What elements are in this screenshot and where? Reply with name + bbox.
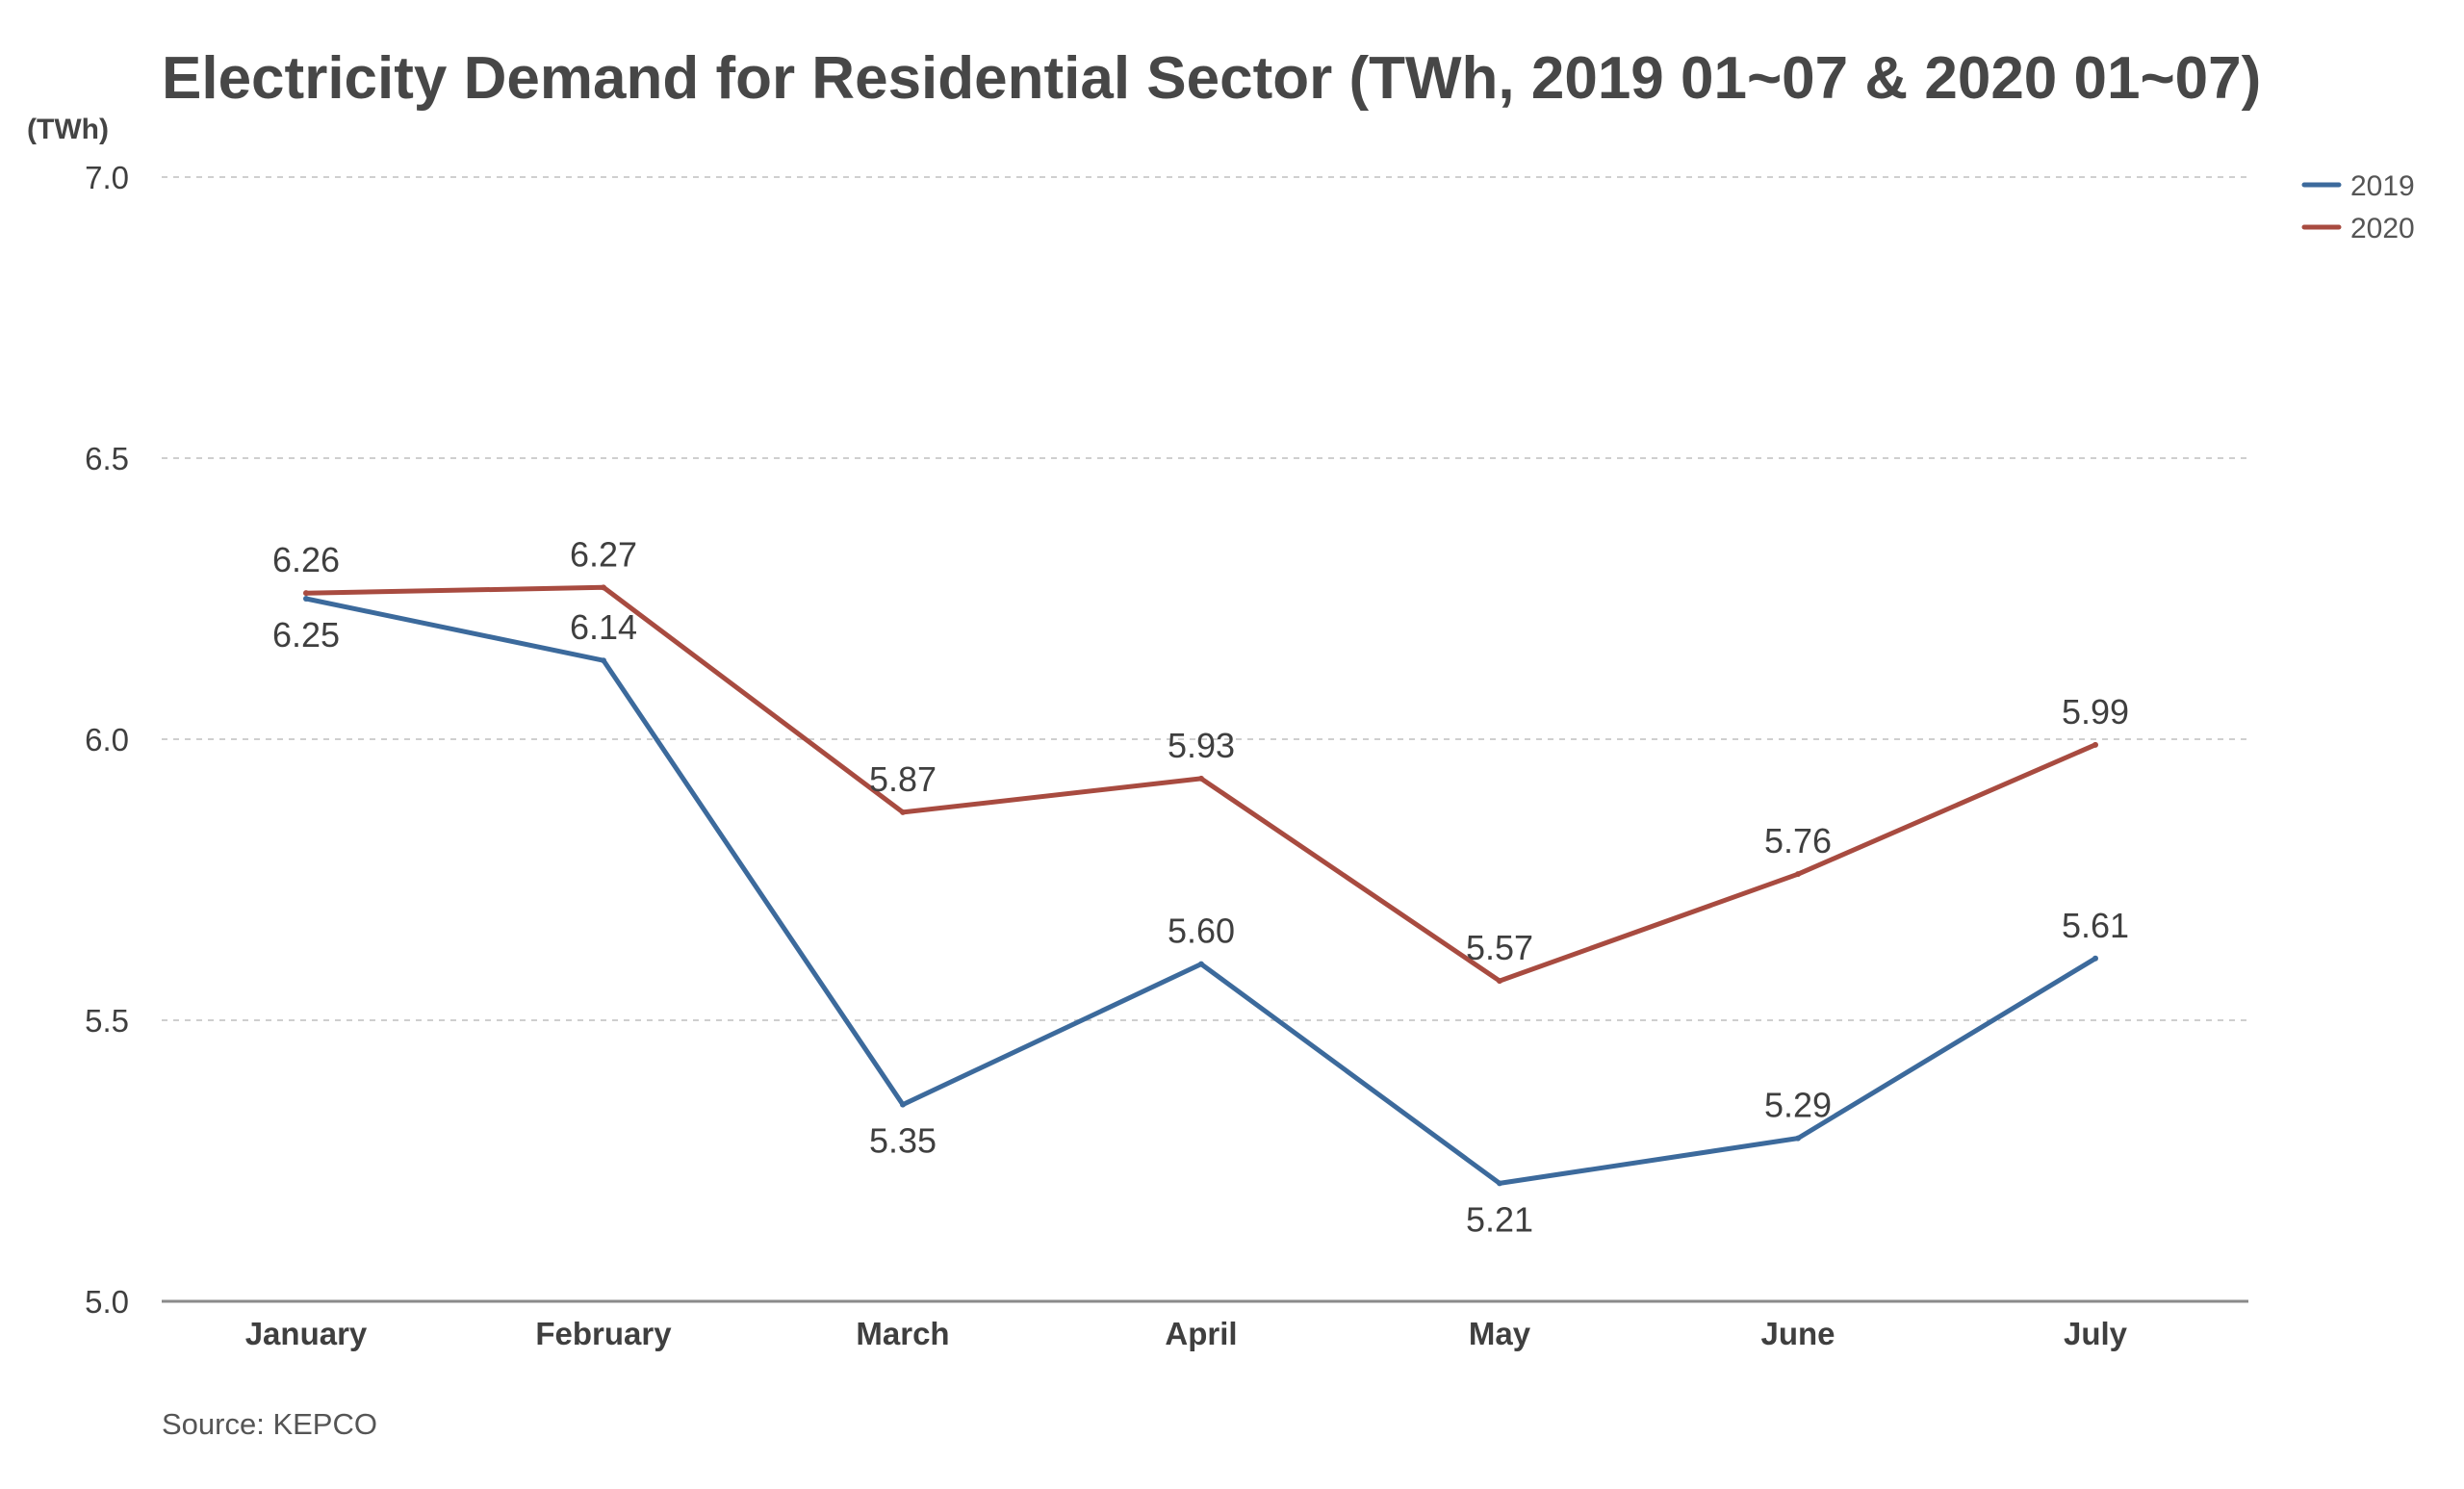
legend: 2019 2020 — [2301, 170, 2415, 244]
data-point-2020 — [2092, 741, 2098, 748]
data-point-2020 — [1795, 871, 1801, 878]
data-label-2020: 5.76 — [1764, 821, 1832, 860]
x-tick-label: July — [2064, 1316, 2128, 1351]
legend-label-2020: 2020 — [2350, 213, 2415, 244]
data-point-2019 — [1198, 961, 1204, 967]
y-unit-label: (TWh) — [27, 114, 109, 145]
x-tick-label: June — [1760, 1316, 1835, 1351]
data-label-2020: 6.27 — [570, 534, 637, 574]
data-point-2019 — [2092, 955, 2098, 962]
data-point-2019 — [601, 657, 606, 664]
y-axis-ticks: 5.0 5.5 6.0 6.5 7.0 — [85, 160, 129, 1320]
data-label-2019: 6.14 — [570, 607, 637, 647]
source-note: Source: KEPCO — [162, 1407, 377, 1441]
y-tick-label: 5.5 — [85, 1003, 129, 1039]
y-tick-label: 7.0 — [85, 160, 129, 195]
data-label-2019: 5.29 — [1764, 1086, 1832, 1125]
legend-label-2019: 2019 — [2350, 170, 2415, 202]
data-point-2020 — [1198, 775, 1204, 782]
data-point-2020 — [900, 809, 906, 815]
y-tick-label: 6.0 — [85, 722, 129, 757]
x-tick-label: January — [245, 1316, 368, 1351]
data-point-2020 — [601, 584, 606, 591]
data-label-2020: 5.57 — [1466, 928, 1533, 967]
x-tick-label: April — [1165, 1316, 1237, 1351]
data-label-2019: 5.61 — [2062, 906, 2129, 945]
data-label-2020: 5.99 — [2062, 692, 2129, 732]
data-label-2019: 5.35 — [869, 1121, 937, 1161]
series — [303, 584, 2098, 1187]
data-label-2020: 5.93 — [1168, 726, 1235, 765]
data-point-2019 — [900, 1101, 906, 1108]
data-labels: 6.26 6.25 6.27 6.14 5.87 5.35 5.93 5.60 5.57 5.21… — [272, 534, 2129, 1239]
data-point-2020 — [303, 590, 309, 597]
data-label-2019: 6.25 — [272, 615, 340, 655]
x-axis-ticks: January February March April May June July — [245, 1316, 2128, 1351]
data-label-2019: 5.21 — [1466, 1199, 1533, 1239]
data-label-2020: 6.26 — [272, 540, 340, 579]
y-tick-label: 5.0 — [85, 1284, 129, 1320]
x-tick-label: February — [535, 1316, 672, 1351]
chart-title: Electricity Demand for Residential Secto… — [162, 45, 2261, 112]
data-point-2019 — [303, 596, 309, 602]
data-point-2019 — [1795, 1135, 1801, 1142]
data-point-2019 — [1497, 1180, 1502, 1187]
data-label-2020: 5.87 — [869, 759, 937, 799]
data-label-2019: 5.60 — [1168, 911, 1235, 951]
data-point-2020 — [1497, 978, 1502, 985]
x-tick-label: March — [856, 1316, 949, 1351]
x-tick-label: May — [1469, 1316, 1531, 1351]
y-tick-label: 6.5 — [85, 441, 129, 476]
gridlines — [162, 176, 2248, 1021]
